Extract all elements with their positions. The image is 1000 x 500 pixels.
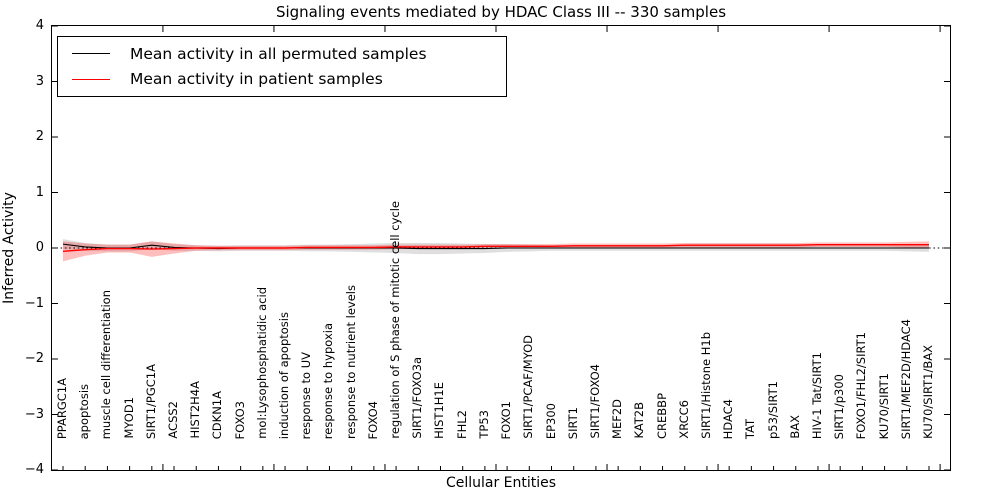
y-tick-label: 0: [35, 240, 44, 255]
x-tick-label: SIRT1/PGC1A: [143, 363, 158, 439]
std-band: [63, 241, 929, 262]
x-tick-label: apoptosis: [77, 383, 92, 439]
x-tick-label: FOXO1: [499, 400, 514, 439]
x-tick-label: response to hypoxia: [321, 322, 336, 439]
x-tick-label: regulation of S phase of mitotic cell cy…: [388, 201, 403, 439]
x-tick-label: SIRT1/FOXO4: [587, 364, 602, 439]
y-tick-label: 4: [35, 18, 44, 33]
x-tick-label: MYOD1: [121, 397, 136, 439]
y-tick-label: −2: [24, 351, 44, 366]
axis-ticks: [52, 26, 950, 470]
legend-item-permuted: Mean activity in all permuted samples: [58, 41, 506, 67]
x-tick-label: SIRT1/FOXO3a: [410, 357, 425, 439]
y-tick-label: 3: [35, 73, 44, 89]
y-tick-label: 1: [35, 184, 44, 200]
x-tick-label: FHL2: [454, 410, 469, 439]
x-tick-label: SIRT1: [565, 406, 580, 439]
x-tick-label: FOXO1/FHL2/SIRT1: [854, 331, 869, 439]
x-tick-label: MEF2D: [610, 399, 625, 439]
legend-label: Mean activity in all permuted samples: [130, 44, 427, 63]
x-tick-label: HDAC4: [721, 398, 736, 439]
x-tick-label: PPARGC1A: [55, 377, 69, 439]
x-tick-label: KU70/SIRT1: [876, 372, 891, 439]
x-tick-label: HIV-1 Tat/SIRT1: [809, 351, 824, 439]
chart-svg: [52, 26, 950, 470]
x-tick-label: BAX: [787, 415, 802, 439]
x-tick-label: CREBBP: [654, 393, 669, 439]
x-tick-label: ACSS2: [166, 401, 181, 439]
x-tick-label: TAT: [743, 418, 758, 439]
legend-label: Mean activity in patient samples: [130, 70, 383, 89]
patient-line-swatch: [72, 78, 110, 80]
y-tick-label: −1: [24, 295, 44, 311]
x-tick-label: HIST1H1E: [432, 382, 447, 439]
permuted-line-swatch: [72, 53, 110, 55]
x-tick-label: response to nutrient levels: [343, 285, 358, 439]
x-tick-label: response to UV: [299, 351, 314, 439]
x-tick-label: SIRT1/Histone H1b: [698, 332, 713, 439]
x-tick-label: TP53: [476, 410, 491, 439]
x-tick-label: KU70/SIRT1/BAX: [921, 345, 935, 439]
y-tick-label: 2: [35, 129, 44, 144]
x-axis-label: Cellular Entities: [445, 475, 557, 491]
x-tick-label: SIRT1/MEF2D/HDAC4: [898, 318, 913, 439]
x-tick-label: induction of apoptosis: [277, 311, 292, 439]
x-tick-label: KAT2B: [632, 402, 647, 439]
x-tick-label: SIRT1/PCAF/MYOD: [521, 335, 536, 439]
legend: Mean activity in all permuted samples Me…: [57, 36, 507, 97]
x-tick-label: CDKN1A: [210, 390, 225, 439]
x-tick-label: EP300: [543, 402, 558, 439]
x-tick-label: mol:Lysophosphatidic acid: [254, 287, 269, 439]
x-tick-label: p53/SIRT1: [765, 381, 780, 439]
x-tick-label: HIST2H4A: [188, 381, 203, 439]
x-tick-label: FOXO4: [365, 400, 380, 439]
y-tick-label: −4: [24, 462, 44, 477]
y-tick-label: −3: [24, 406, 44, 422]
x-tick-label: XRCC6: [676, 400, 691, 439]
mean-line: [62, 243, 929, 253]
legend-item-patient: Mean activity in patient samples: [58, 67, 506, 93]
x-tick-label: muscle cell differentiation: [99, 289, 114, 439]
plot-area: PPARGC1A apoptosis muscle cell differentia…: [51, 25, 951, 471]
x-tick-label: SIRT1/p300: [832, 373, 847, 439]
chart-title: Signaling events mediated by HDAC Class …: [275, 3, 727, 21]
x-tick-label: FOXO3: [232, 400, 247, 439]
